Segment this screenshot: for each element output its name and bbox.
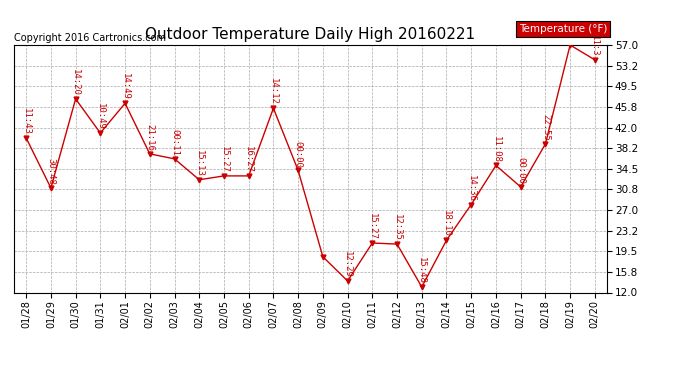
Text: Copyright 2016 Cartronics.com: Copyright 2016 Cartronics.com	[14, 33, 166, 42]
Title: Outdoor Temperature Daily High 20160221: Outdoor Temperature Daily High 20160221	[146, 27, 475, 42]
Text: 00:00: 00:00	[516, 157, 525, 184]
Text: 22:55: 22:55	[541, 114, 550, 141]
Text: 16:27: 16:27	[244, 146, 253, 173]
Text: 00:00: 00:00	[294, 141, 303, 167]
Text: 15:13: 15:13	[195, 150, 204, 177]
Text: 12:29: 12:29	[343, 251, 352, 278]
Text: 10:49: 10:49	[96, 103, 105, 130]
Text: 15:48: 15:48	[417, 257, 426, 284]
Text: 21:16: 21:16	[146, 124, 155, 151]
Text: 14:49: 14:49	[121, 74, 130, 100]
Text: 18:10: 18:10	[442, 210, 451, 237]
Text: 11:43: 11:43	[21, 108, 30, 135]
Text: 11:3: 11:3	[591, 35, 600, 57]
Text: 14:12: 14:12	[269, 78, 278, 105]
Text: 00:11: 00:11	[170, 129, 179, 156]
Text: 14:20: 14:20	[71, 69, 80, 96]
Text: 15:27: 15:27	[368, 213, 377, 240]
Text: 14:36: 14:36	[466, 175, 475, 201]
Text: 30:48: 30:48	[46, 158, 55, 185]
Text: 12:35: 12:35	[393, 214, 402, 241]
Text: 15:27: 15:27	[219, 146, 228, 173]
Text: 11:08: 11:08	[491, 136, 500, 162]
Text: Temperature (°F): Temperature (°F)	[519, 24, 607, 34]
